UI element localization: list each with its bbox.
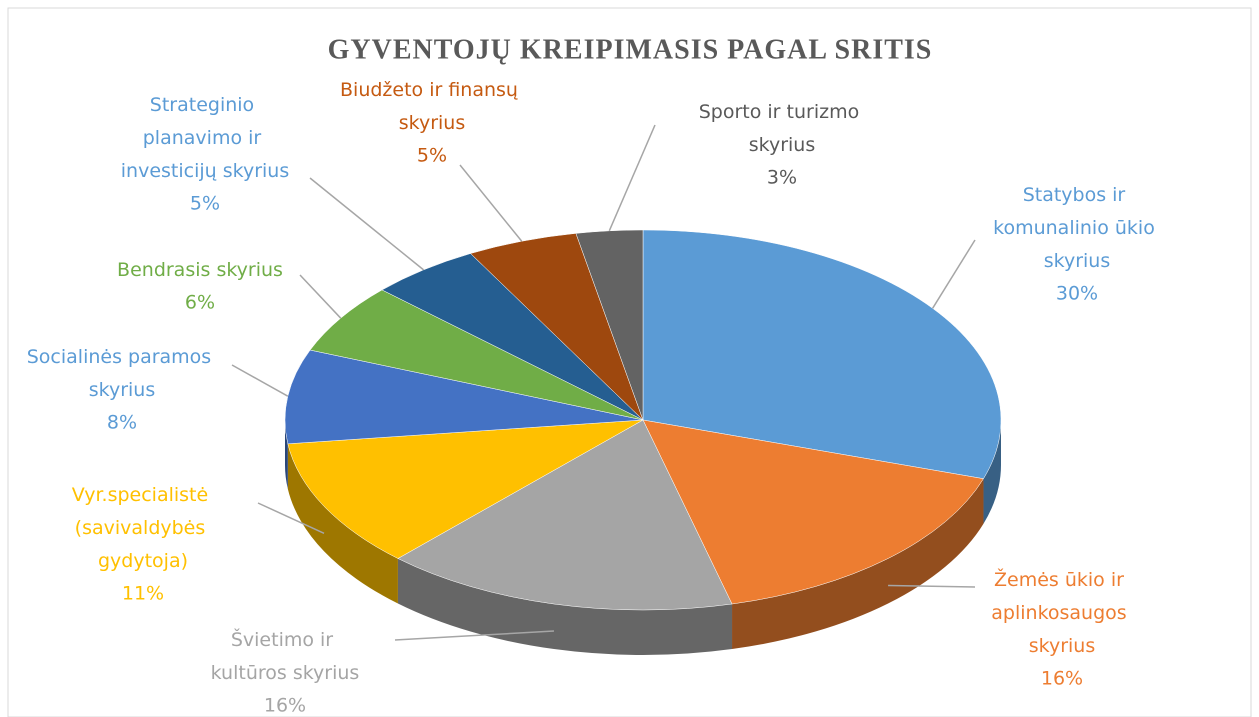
data-label-value: 3% <box>767 167 797 189</box>
data-label-name: Sporto ir turizmo skyrius <box>699 101 866 156</box>
data-label-name: Strateginio planavimo ir investicijų sky… <box>121 94 289 182</box>
slice <box>397 419 733 611</box>
leader-line <box>394 630 555 641</box>
leader-line <box>257 502 325 534</box>
slice-side <box>397 558 733 656</box>
data-label-name: Švietimo ir kultūros skyrius <box>211 627 360 684</box>
leader-line <box>309 177 425 271</box>
slice <box>642 419 984 605</box>
slice-side <box>732 478 984 650</box>
leader-line <box>931 239 976 309</box>
data-label-name: Statybos ir komunalinio ūkio skyrius <box>993 184 1161 272</box>
data-label-value: 5% <box>417 145 447 167</box>
leader-line <box>299 274 342 319</box>
slice <box>642 229 1002 479</box>
data-label-value: 11% <box>122 583 164 605</box>
data-label-value: 16% <box>1041 668 1083 690</box>
data-label-name: Bendrasis skyrius <box>117 259 283 281</box>
data-label-value: 8% <box>107 412 137 434</box>
slice <box>287 419 644 559</box>
leader-line <box>231 364 289 397</box>
leader-line <box>459 164 523 242</box>
slice-side <box>983 420 1001 524</box>
data-label-value: 6% <box>185 292 215 314</box>
slice <box>309 289 644 421</box>
slice-side <box>285 420 288 489</box>
leader-line <box>608 124 656 232</box>
data-label-value: 30% <box>1056 283 1098 305</box>
data-label-value: 16% <box>264 695 306 717</box>
data-label-name: Vyr.specialistė (savivaldybės gydytoja) <box>72 484 215 572</box>
chart-title: GYVENTOJŲ KREIPIMASIS PAGAL SRITIS <box>328 34 933 65</box>
data-label-name: Žemės ūkio ir aplinkosaugos skyrius <box>991 568 1132 657</box>
data-label-name: Biudžeto ir finansų skyrius <box>340 79 524 134</box>
data-label-name: Socialinės paramos skyrius <box>27 346 218 401</box>
leader-line <box>888 584 976 588</box>
data-label-value: 5% <box>190 193 220 215</box>
slice <box>575 229 644 421</box>
